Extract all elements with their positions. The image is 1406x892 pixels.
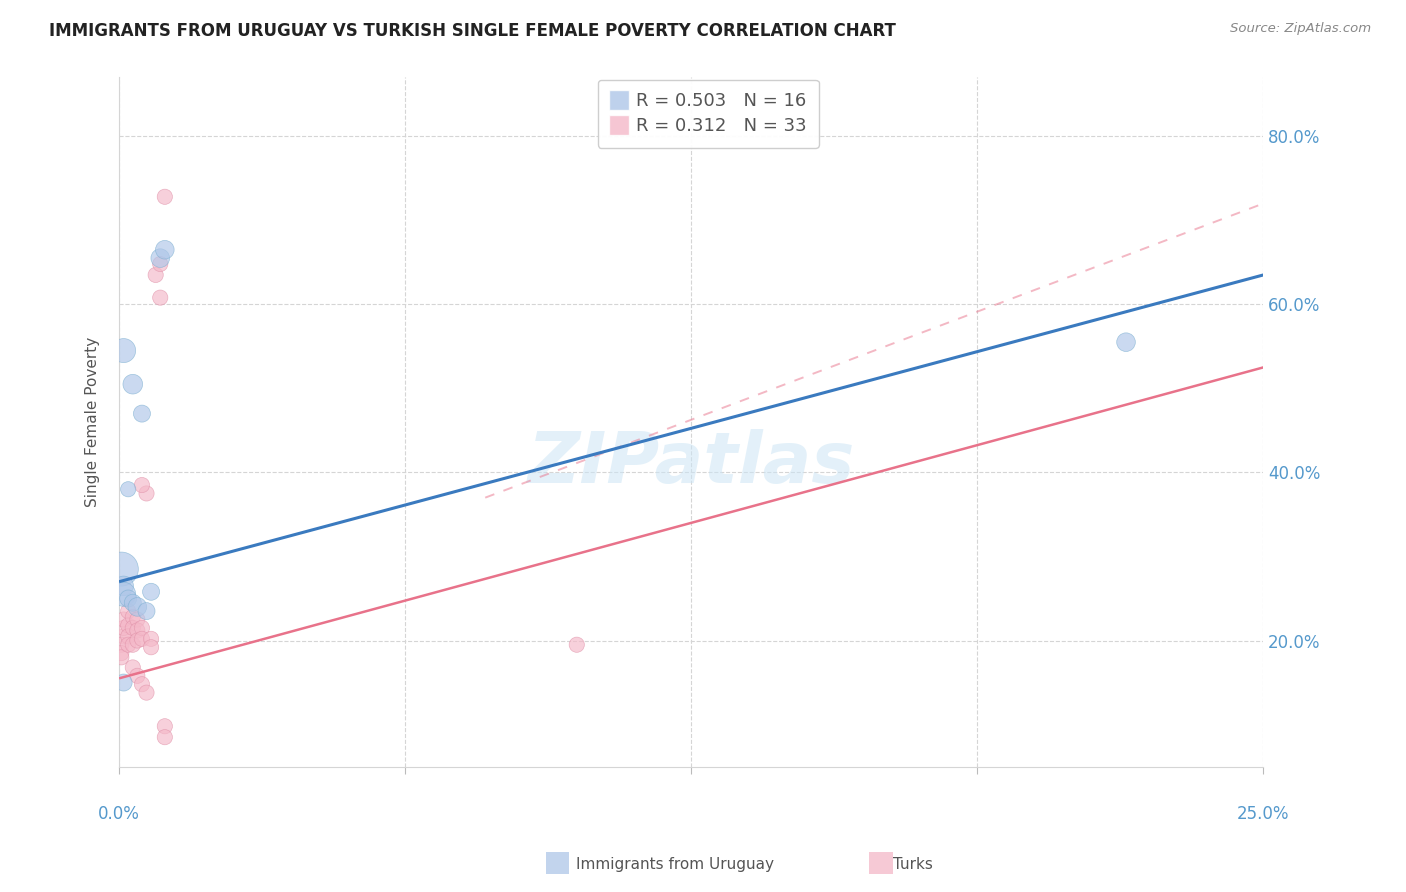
- Point: [110, 650, 132, 665]
- Point: [127, 669, 149, 683]
- Text: Immigrants from Uruguay: Immigrants from Uruguay: [576, 857, 775, 872]
- Point: [131, 677, 153, 691]
- Point: [127, 633, 149, 648]
- Text: 0.0%: 0.0%: [98, 805, 141, 823]
- Point: [117, 618, 139, 632]
- Point: [145, 268, 167, 282]
- Point: [135, 604, 157, 618]
- Text: ZIPatlas: ZIPatlas: [527, 429, 855, 498]
- Text: Source: ZipAtlas.com: Source: ZipAtlas.com: [1230, 22, 1371, 36]
- Point: [112, 343, 135, 358]
- Text: 25.0%: 25.0%: [1237, 805, 1289, 823]
- Point: [153, 243, 176, 257]
- Point: [121, 377, 143, 392]
- Point: [139, 632, 162, 646]
- Point: [117, 482, 139, 496]
- Point: [135, 685, 157, 699]
- Point: [112, 629, 135, 643]
- Point: [149, 291, 172, 305]
- Legend: R = 0.503   N = 16, R = 0.312   N = 33: R = 0.503 N = 16, R = 0.312 N = 33: [598, 79, 818, 148]
- Point: [112, 579, 135, 593]
- Point: [131, 478, 153, 492]
- Point: [153, 730, 176, 744]
- Point: [112, 587, 135, 601]
- Point: [121, 621, 143, 635]
- Point: [112, 621, 135, 635]
- Point: [139, 584, 162, 599]
- Point: [153, 190, 176, 204]
- Point: [135, 486, 157, 500]
- Point: [117, 591, 139, 606]
- Point: [117, 629, 139, 643]
- Point: [139, 640, 162, 655]
- Point: [149, 251, 172, 265]
- Point: [153, 719, 176, 733]
- Text: IMMIGRANTS FROM URUGUAY VS TURKISH SINGLE FEMALE POVERTY CORRELATION CHART: IMMIGRANTS FROM URUGUAY VS TURKISH SINGL…: [49, 22, 896, 40]
- Point: [565, 638, 588, 652]
- Point: [121, 638, 143, 652]
- Point: [121, 610, 143, 624]
- Point: [149, 257, 172, 271]
- Y-axis label: Single Female Poverty: Single Female Poverty: [86, 337, 100, 508]
- Point: [110, 638, 132, 652]
- Point: [112, 613, 135, 627]
- Text: Turks: Turks: [893, 857, 932, 872]
- Point: [121, 660, 143, 674]
- Point: [121, 596, 143, 610]
- Point: [127, 613, 149, 627]
- Point: [110, 562, 132, 576]
- Point: [112, 675, 135, 690]
- Point: [131, 621, 153, 635]
- Point: [117, 638, 139, 652]
- Point: [1115, 335, 1137, 350]
- Point: [131, 407, 153, 421]
- Point: [127, 624, 149, 638]
- Point: [117, 604, 139, 618]
- Point: [131, 632, 153, 646]
- Point: [127, 599, 149, 614]
- Point: [110, 646, 132, 660]
